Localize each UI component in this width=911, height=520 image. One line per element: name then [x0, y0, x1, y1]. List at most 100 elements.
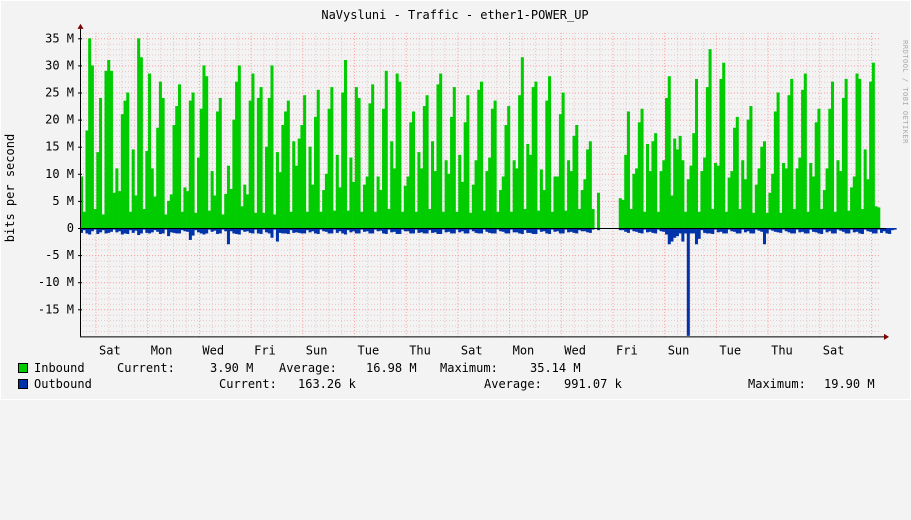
inbound-bar [82, 211, 86, 228]
outbound-bar [131, 228, 135, 233]
inbound-bar [177, 84, 181, 229]
inbound-bar [632, 173, 636, 228]
inbound-bar [210, 171, 214, 228]
inbound-bar [722, 62, 726, 228]
outbound-bar [526, 228, 530, 233]
inbound-bar [333, 210, 337, 228]
outbound-bar [158, 228, 162, 234]
outbound-bar [792, 228, 796, 234]
x-tick-label: Fri [254, 343, 276, 357]
outbound-bar [425, 228, 429, 234]
inbound-bar [433, 171, 437, 228]
outbound-bar [618, 228, 622, 231]
outbound-current-label: Current: [219, 377, 277, 391]
inbound-bar [112, 192, 116, 228]
inbound-bar [259, 87, 263, 228]
outbound-bar [675, 228, 679, 237]
inbound-bar [455, 211, 459, 228]
y-tick-label: 15 M [45, 140, 74, 154]
outbound-bar [746, 228, 750, 232]
inbound-bar [482, 210, 486, 228]
outbound-bar [172, 228, 176, 233]
inbound-label: Inbound [34, 361, 85, 375]
inbound-bar [338, 187, 342, 228]
inbound-bar [376, 176, 380, 228]
x-tick-label: Sun [306, 343, 328, 357]
outbound-bar [512, 228, 516, 233]
inbound-bar [316, 89, 320, 228]
inbound-bar [126, 92, 130, 228]
outbound-bar [811, 228, 815, 232]
outbound-bar [286, 228, 290, 234]
y-tick-label: 20 M [45, 113, 74, 127]
inbound-bar [90, 65, 94, 229]
inbound-bar [134, 195, 138, 228]
outbound-bar [817, 228, 821, 234]
inbound-bar [180, 211, 184, 228]
outbound-bar [765, 228, 769, 234]
inbound-bar [450, 116, 454, 228]
inbound-bar [528, 154, 532, 228]
outbound-bar [724, 228, 728, 234]
outbound-bar [213, 228, 217, 231]
outbound-bar [297, 228, 301, 233]
inbound-bar [580, 190, 584, 228]
inbound-bar [245, 194, 250, 228]
inbound-bar [703, 157, 707, 228]
inbound-bar [354, 87, 358, 228]
outbound-bar [762, 228, 767, 245]
inbound-bar [365, 176, 369, 228]
outbound-bar [218, 228, 222, 234]
outbound-bar [678, 228, 682, 234]
inbound-bar [667, 76, 671, 229]
outbound-bar [289, 228, 293, 231]
outbound-bar [474, 228, 478, 233]
inbound-bar [392, 168, 396, 228]
outbound-bar [752, 228, 756, 234]
outbound-bar [787, 228, 791, 233]
outbound-bar [322, 228, 326, 232]
x-tick-label: Fri [616, 343, 638, 357]
x-tick-label: Sat [461, 343, 483, 357]
inbound-bar [569, 171, 573, 228]
inbound-bar [844, 78, 848, 228]
inbound-bar [308, 146, 312, 228]
outbound-bar [433, 228, 437, 233]
inbound-bar [654, 133, 658, 228]
inbound-bar [101, 214, 105, 228]
inbound-bar [213, 195, 217, 228]
y-tick-labels: 35 M 30 M 25 M 20 M 15 M 10 M 5 M 0 -5 M -10 M -15… [38, 31, 74, 316]
legend-outbound: Outbound Current: 163.26 k Average: 991.… [0, 376, 911, 392]
outbound-bar [645, 228, 650, 233]
inbound-bar [294, 165, 298, 228]
inbound-bar [493, 100, 497, 228]
inbound-bar [648, 171, 652, 228]
outbound-bar [686, 228, 690, 336]
inbound-bar [836, 160, 840, 228]
outbound-bar [226, 228, 230, 245]
inbound-bar [197, 157, 201, 228]
inbound-bar [207, 210, 211, 228]
inbound-bar [330, 87, 334, 228]
outbound-bar [224, 228, 228, 232]
outbound-bar [365, 228, 369, 232]
inbound-bar [705, 87, 709, 228]
outbound-bar [572, 228, 576, 233]
inbound-bar [357, 97, 361, 228]
inbound-bar [191, 92, 195, 228]
inbound-bar [656, 211, 660, 228]
outbound-bar [703, 228, 707, 233]
outbound-bar [251, 228, 255, 234]
inbound-maximum-value: 35.14 M [530, 361, 581, 375]
outbound-bar [844, 228, 848, 234]
inbound-bar [877, 207, 881, 228]
inbound-bar [115, 168, 119, 228]
outbound-bar [504, 228, 508, 234]
inbound-bar [452, 87, 456, 228]
inbound-bar [436, 84, 440, 229]
outbound-bar [719, 228, 723, 232]
x-tick-label: Mon [151, 343, 173, 357]
inbound-bar [441, 211, 445, 228]
inbound-bar [439, 73, 443, 228]
y-tick-label: 5 M [52, 194, 74, 208]
